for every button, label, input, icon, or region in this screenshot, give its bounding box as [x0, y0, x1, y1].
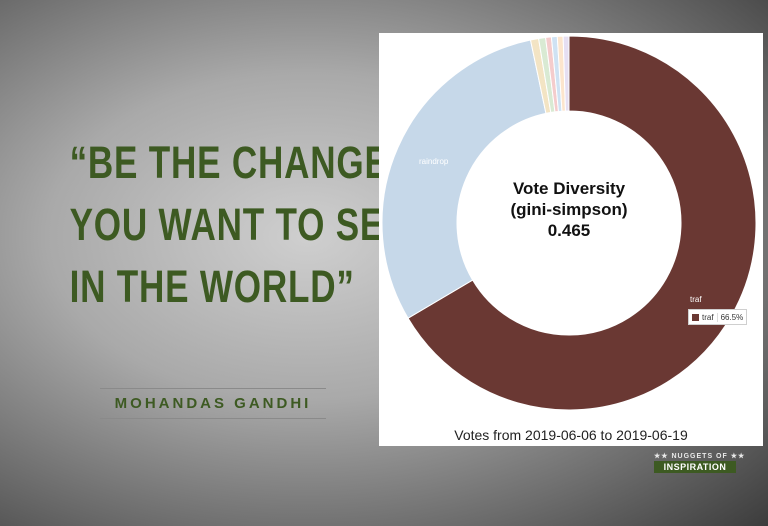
quote-text: “BE THE CHANGE YOU WANT TO SEE IN THE WO… [30, 132, 409, 318]
badge-top-text: ★★ NUGGETS OF ★★ [654, 453, 746, 460]
center-title-line-1: Vote Diversity [512, 179, 626, 198]
badge-bottom-text: INSPIRATION [654, 461, 736, 473]
donut-chart-panel: Vote Diversity (gini-simpson) 0.465 rain… [379, 33, 763, 446]
chart-tooltip: traf 66.5% [688, 309, 748, 325]
tooltip-swatch [692, 313, 699, 321]
quote-line-2: YOU WANT TO SEE [69, 199, 409, 250]
center-title-value: 0.465 [547, 221, 591, 240]
quote-line-3: IN THE WORLD” [69, 261, 355, 312]
tooltip-value: 66.5% [716, 312, 743, 322]
center-title-line-2: (gini-simpson) [510, 200, 628, 219]
donut-slice-traf[interactable] [407, 35, 757, 411]
chart-footer: Votes from 2019-06-06 to 2019-06-19 [454, 427, 688, 443]
chart-center-title: Vote Diversity (gini-simpson) 0.465 [479, 178, 659, 241]
donut-slice-raindrop[interactable] [381, 39, 547, 319]
tooltip-label: traf [702, 312, 714, 322]
slice-label-traf: traf [690, 295, 702, 304]
slice-label-raindrop: raindrop [419, 157, 449, 166]
brand-badge: ★★ NUGGETS OF ★★ INSPIRATION [654, 452, 746, 476]
quote-line-1: “BE THE CHANGE [69, 137, 389, 188]
donut-slice-minor-7[interactable] [562, 35, 570, 112]
author-name: MOHANDAS GANDHI [114, 395, 312, 412]
donut-chart [381, 35, 757, 411]
author-block: MOHANDAS GANDHI [100, 388, 326, 419]
